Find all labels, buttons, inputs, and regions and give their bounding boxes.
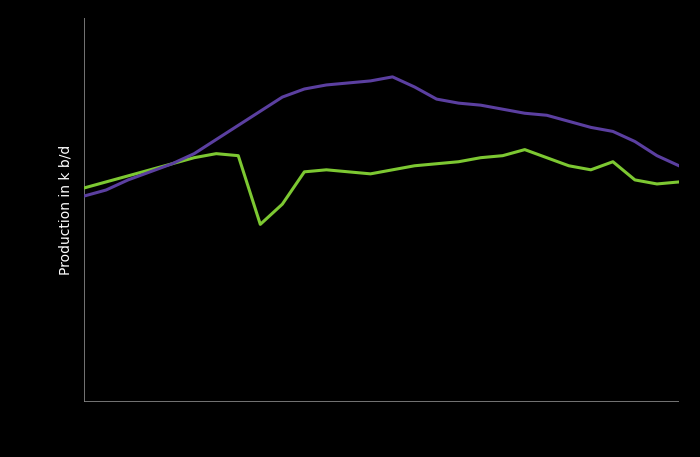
Y-axis label: Production in k b/d: Production in k b/d	[59, 145, 73, 276]
